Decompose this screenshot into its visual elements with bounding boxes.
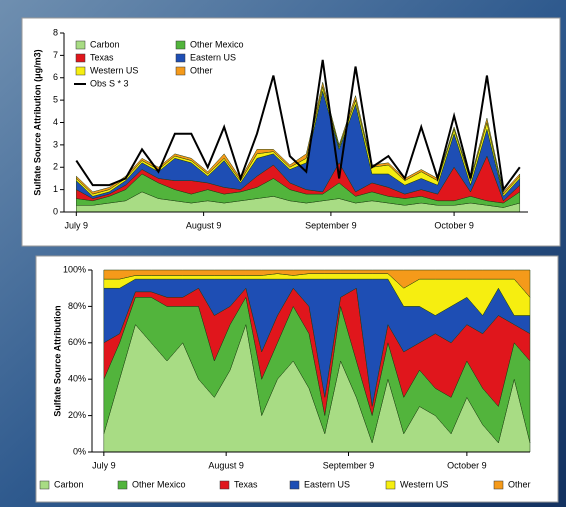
y-tick-label: 0 [53, 206, 58, 216]
y-tick-label: 3 [53, 139, 58, 149]
y-tick-label: 5 [53, 95, 58, 105]
legend-label: Obs S * 3 [90, 78, 129, 88]
y-axis-label: Sulfate Source Attribution (μg/m3) [32, 49, 42, 195]
legend-swatch [176, 54, 185, 62]
legend-label: Texas [90, 52, 114, 62]
y-tick-label: 1 [53, 184, 58, 194]
legend-label: Eastern US [190, 52, 236, 62]
legend-swatch [220, 481, 229, 489]
legend-swatch [386, 481, 395, 489]
x-tick-label: August 9 [208, 460, 244, 470]
legend-swatch [40, 481, 49, 489]
y-tick-label: 60% [68, 337, 86, 347]
x-tick-label: September 9 [323, 460, 375, 470]
x-tick-label: August 9 [186, 220, 222, 230]
y-tick-label: 8 [53, 27, 58, 37]
x-tick-label: July 9 [65, 220, 89, 230]
legend-label: Other Mexico [132, 479, 186, 489]
y-tick-label: 20% [68, 410, 86, 420]
y-tick-label: 7 [53, 50, 58, 60]
legend-label: Carbon [54, 479, 84, 489]
legend-swatch [290, 481, 299, 489]
legend-label: Western US [90, 65, 138, 75]
legend-label: Texas [234, 479, 258, 489]
y-axis-label: Sulfate Source Attribution [52, 305, 62, 416]
legend-swatch [76, 54, 85, 62]
legend-swatch [176, 41, 185, 49]
legend-swatch [494, 481, 503, 489]
legend-swatch [176, 67, 185, 75]
y-tick-label: 0% [73, 446, 86, 456]
x-tick-label: September 9 [305, 220, 357, 230]
screenshot: 0 1 2 3 4 5 6 7 8 July 9 August 9 September 9 Octobe… [0, 0, 566, 507]
y-tick-label: 100% [63, 264, 86, 274]
legend-label: Other [190, 65, 213, 75]
x-tick-label: October 9 [434, 220, 474, 230]
x-tick-label: July 9 [92, 460, 116, 470]
legend-label: Other Mexico [190, 39, 244, 49]
legend-swatch [118, 481, 127, 489]
legend-label: Eastern US [304, 479, 350, 489]
legend-swatch [76, 41, 85, 49]
legend-swatch [76, 67, 85, 75]
legend-label: Carbon [90, 39, 120, 49]
legend-label: Other [508, 479, 531, 489]
y-tick-label: 4 [53, 117, 58, 127]
y-tick-label: 6 [53, 72, 58, 82]
y-tick-label: 40% [68, 374, 86, 384]
y-tick-label: 80% [68, 301, 86, 311]
x-tick-label: October 9 [447, 460, 487, 470]
y-tick-label: 2 [53, 162, 58, 172]
legend-label: Western US [400, 479, 448, 489]
